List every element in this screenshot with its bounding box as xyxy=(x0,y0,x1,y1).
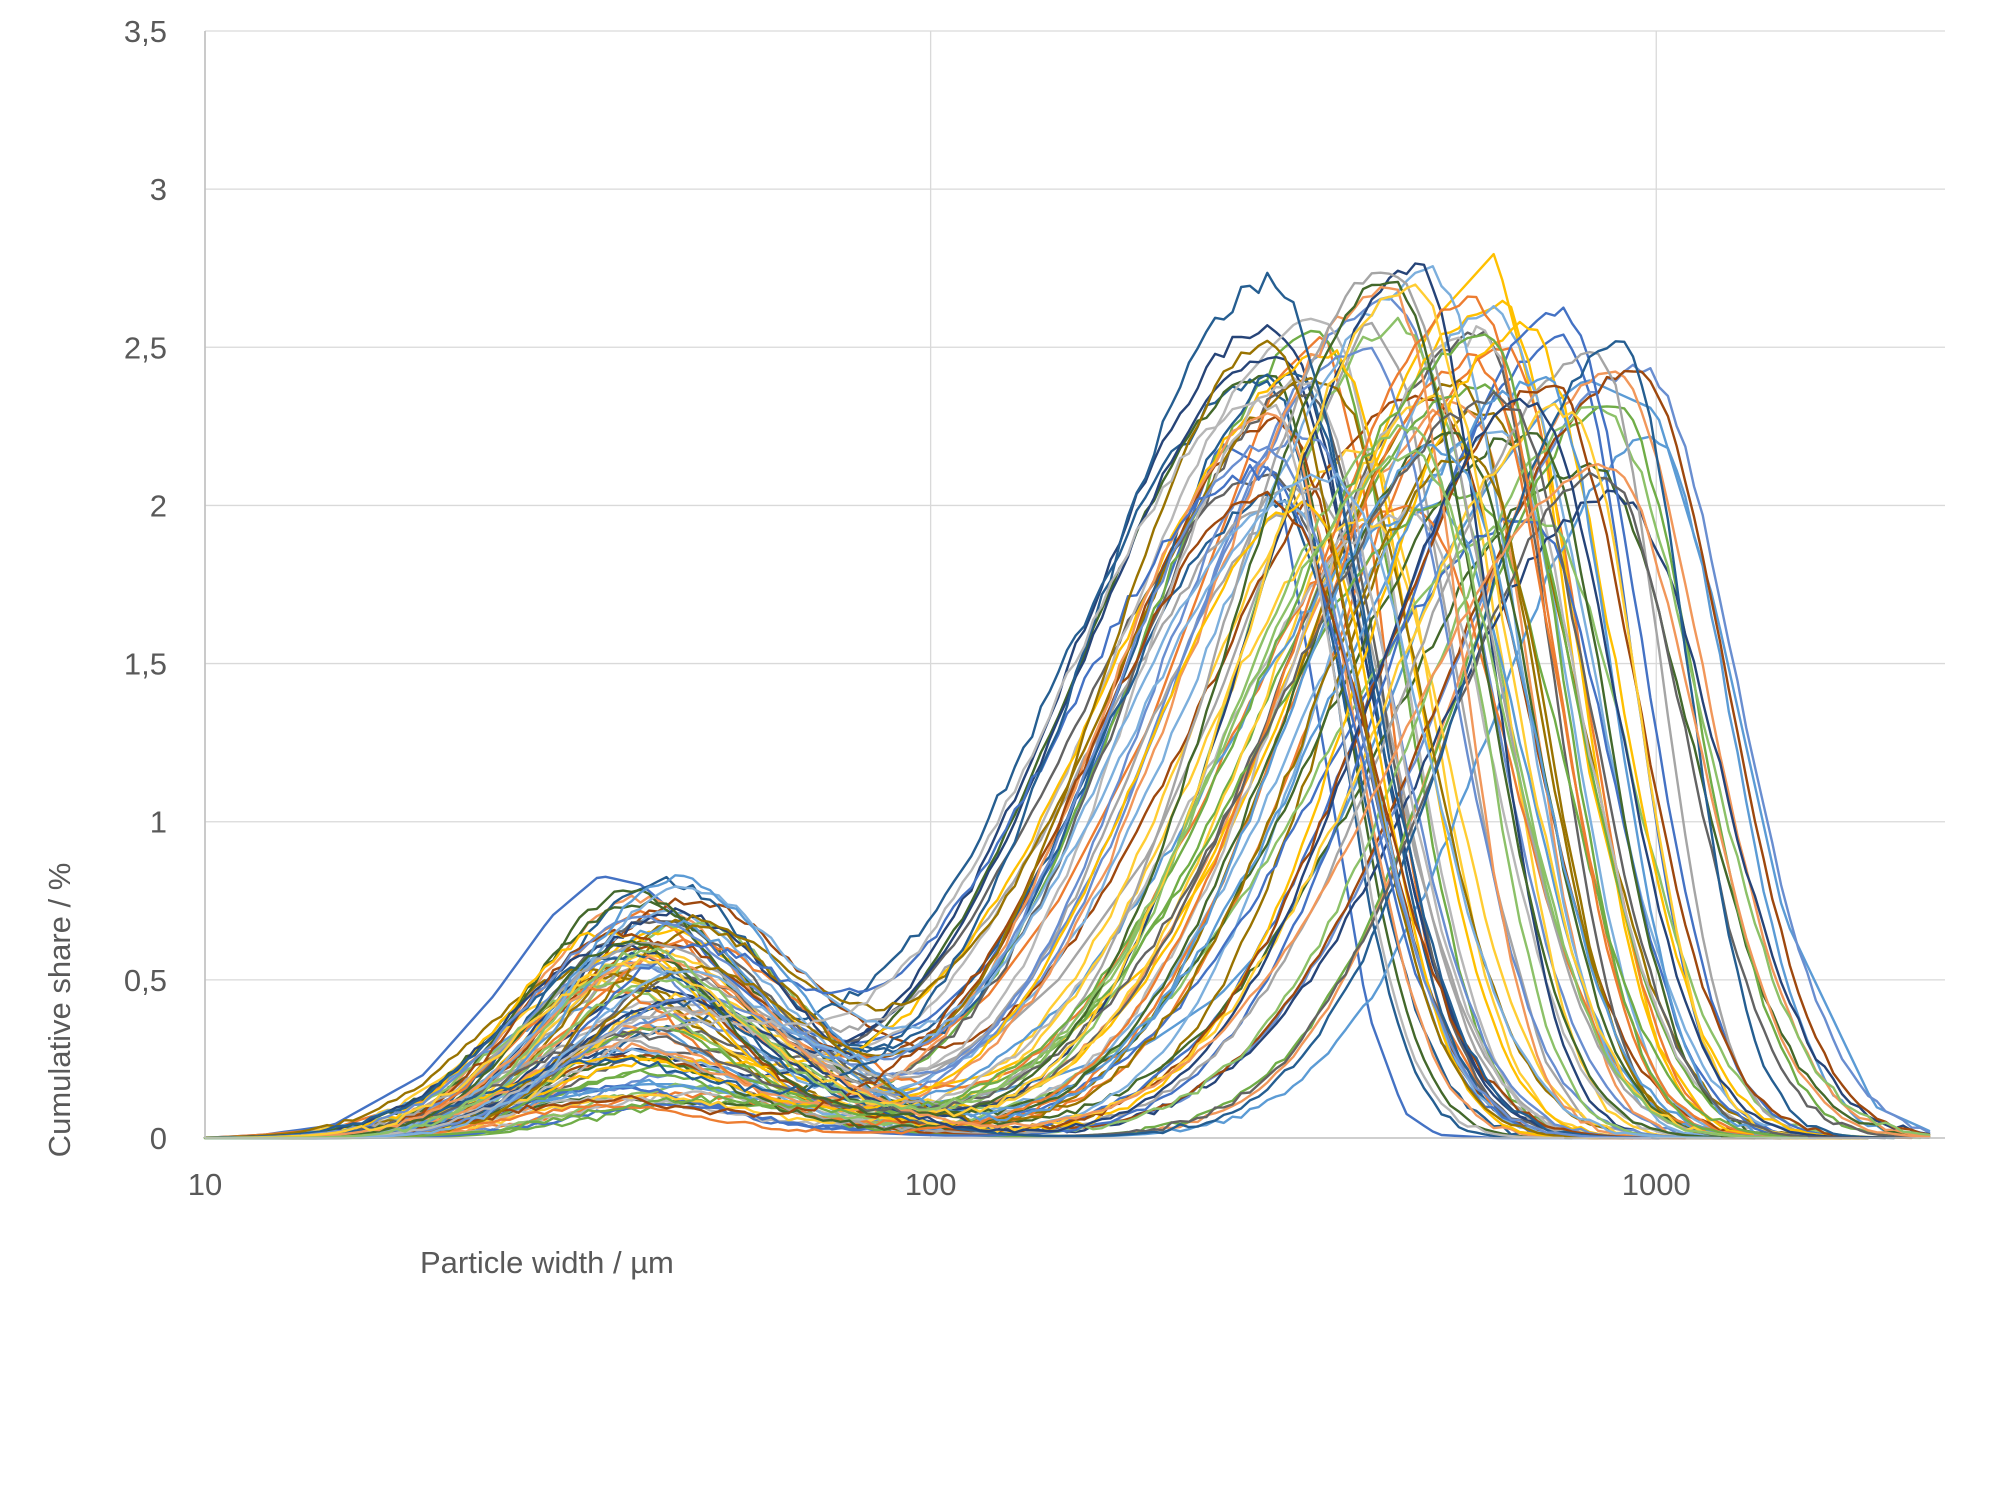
x-tick-label: 100 xyxy=(905,1167,957,1202)
y-tick-label: 1,5 xyxy=(124,647,167,682)
series-line xyxy=(203,463,1931,1140)
y-tick-label: 1 xyxy=(150,805,167,840)
series-line xyxy=(203,283,1800,1140)
series-line xyxy=(203,340,1896,1140)
series-line xyxy=(203,295,1800,1140)
x-axis-title: Particle width / µm xyxy=(420,1245,674,1280)
series-line xyxy=(203,431,1835,1140)
x-tick-label: 10 xyxy=(188,1167,222,1202)
series-line xyxy=(203,443,1818,1140)
series-line xyxy=(203,252,1870,1140)
series-line xyxy=(203,321,1870,1140)
series-line xyxy=(203,375,1826,1140)
series-line xyxy=(203,449,1809,1140)
series-line xyxy=(203,262,1704,1139)
y-axis-title: Cumulative share / % xyxy=(42,863,77,1158)
series-line xyxy=(203,346,1722,1139)
series-line xyxy=(203,330,1765,1140)
axes xyxy=(204,31,1945,1139)
series-line xyxy=(203,472,1722,1140)
x-tick-labels: 10 100 1000 xyxy=(188,1167,1691,1202)
series-line xyxy=(203,280,1757,1140)
y-tick-label: 0 xyxy=(150,1121,167,1156)
series-line xyxy=(203,390,1861,1140)
series-line xyxy=(203,265,1774,1140)
y-tick-label: 3,5 xyxy=(124,14,167,49)
series-line xyxy=(203,397,1887,1140)
x-tick-label: 1000 xyxy=(1622,1167,1691,1202)
series-line xyxy=(203,444,1652,1140)
series-line xyxy=(203,398,1565,1140)
series-line xyxy=(203,325,1870,1140)
series-line xyxy=(203,333,1791,1140)
series-line xyxy=(203,384,1913,1140)
y-tick-label: 2,5 xyxy=(124,330,167,365)
series-lines xyxy=(203,252,1931,1140)
y-tick-label: 2 xyxy=(150,488,167,523)
series-line xyxy=(203,336,1870,1140)
series-line xyxy=(203,378,1539,1140)
y-tick-labels: 0 0,5 1 1,5 2 2,5 3 3,5 xyxy=(124,14,167,1156)
y-tick-label: 3 xyxy=(150,172,167,207)
series-line xyxy=(203,271,1661,1140)
series-line xyxy=(203,295,1774,1140)
y-tick-label: 0,5 xyxy=(124,963,167,998)
